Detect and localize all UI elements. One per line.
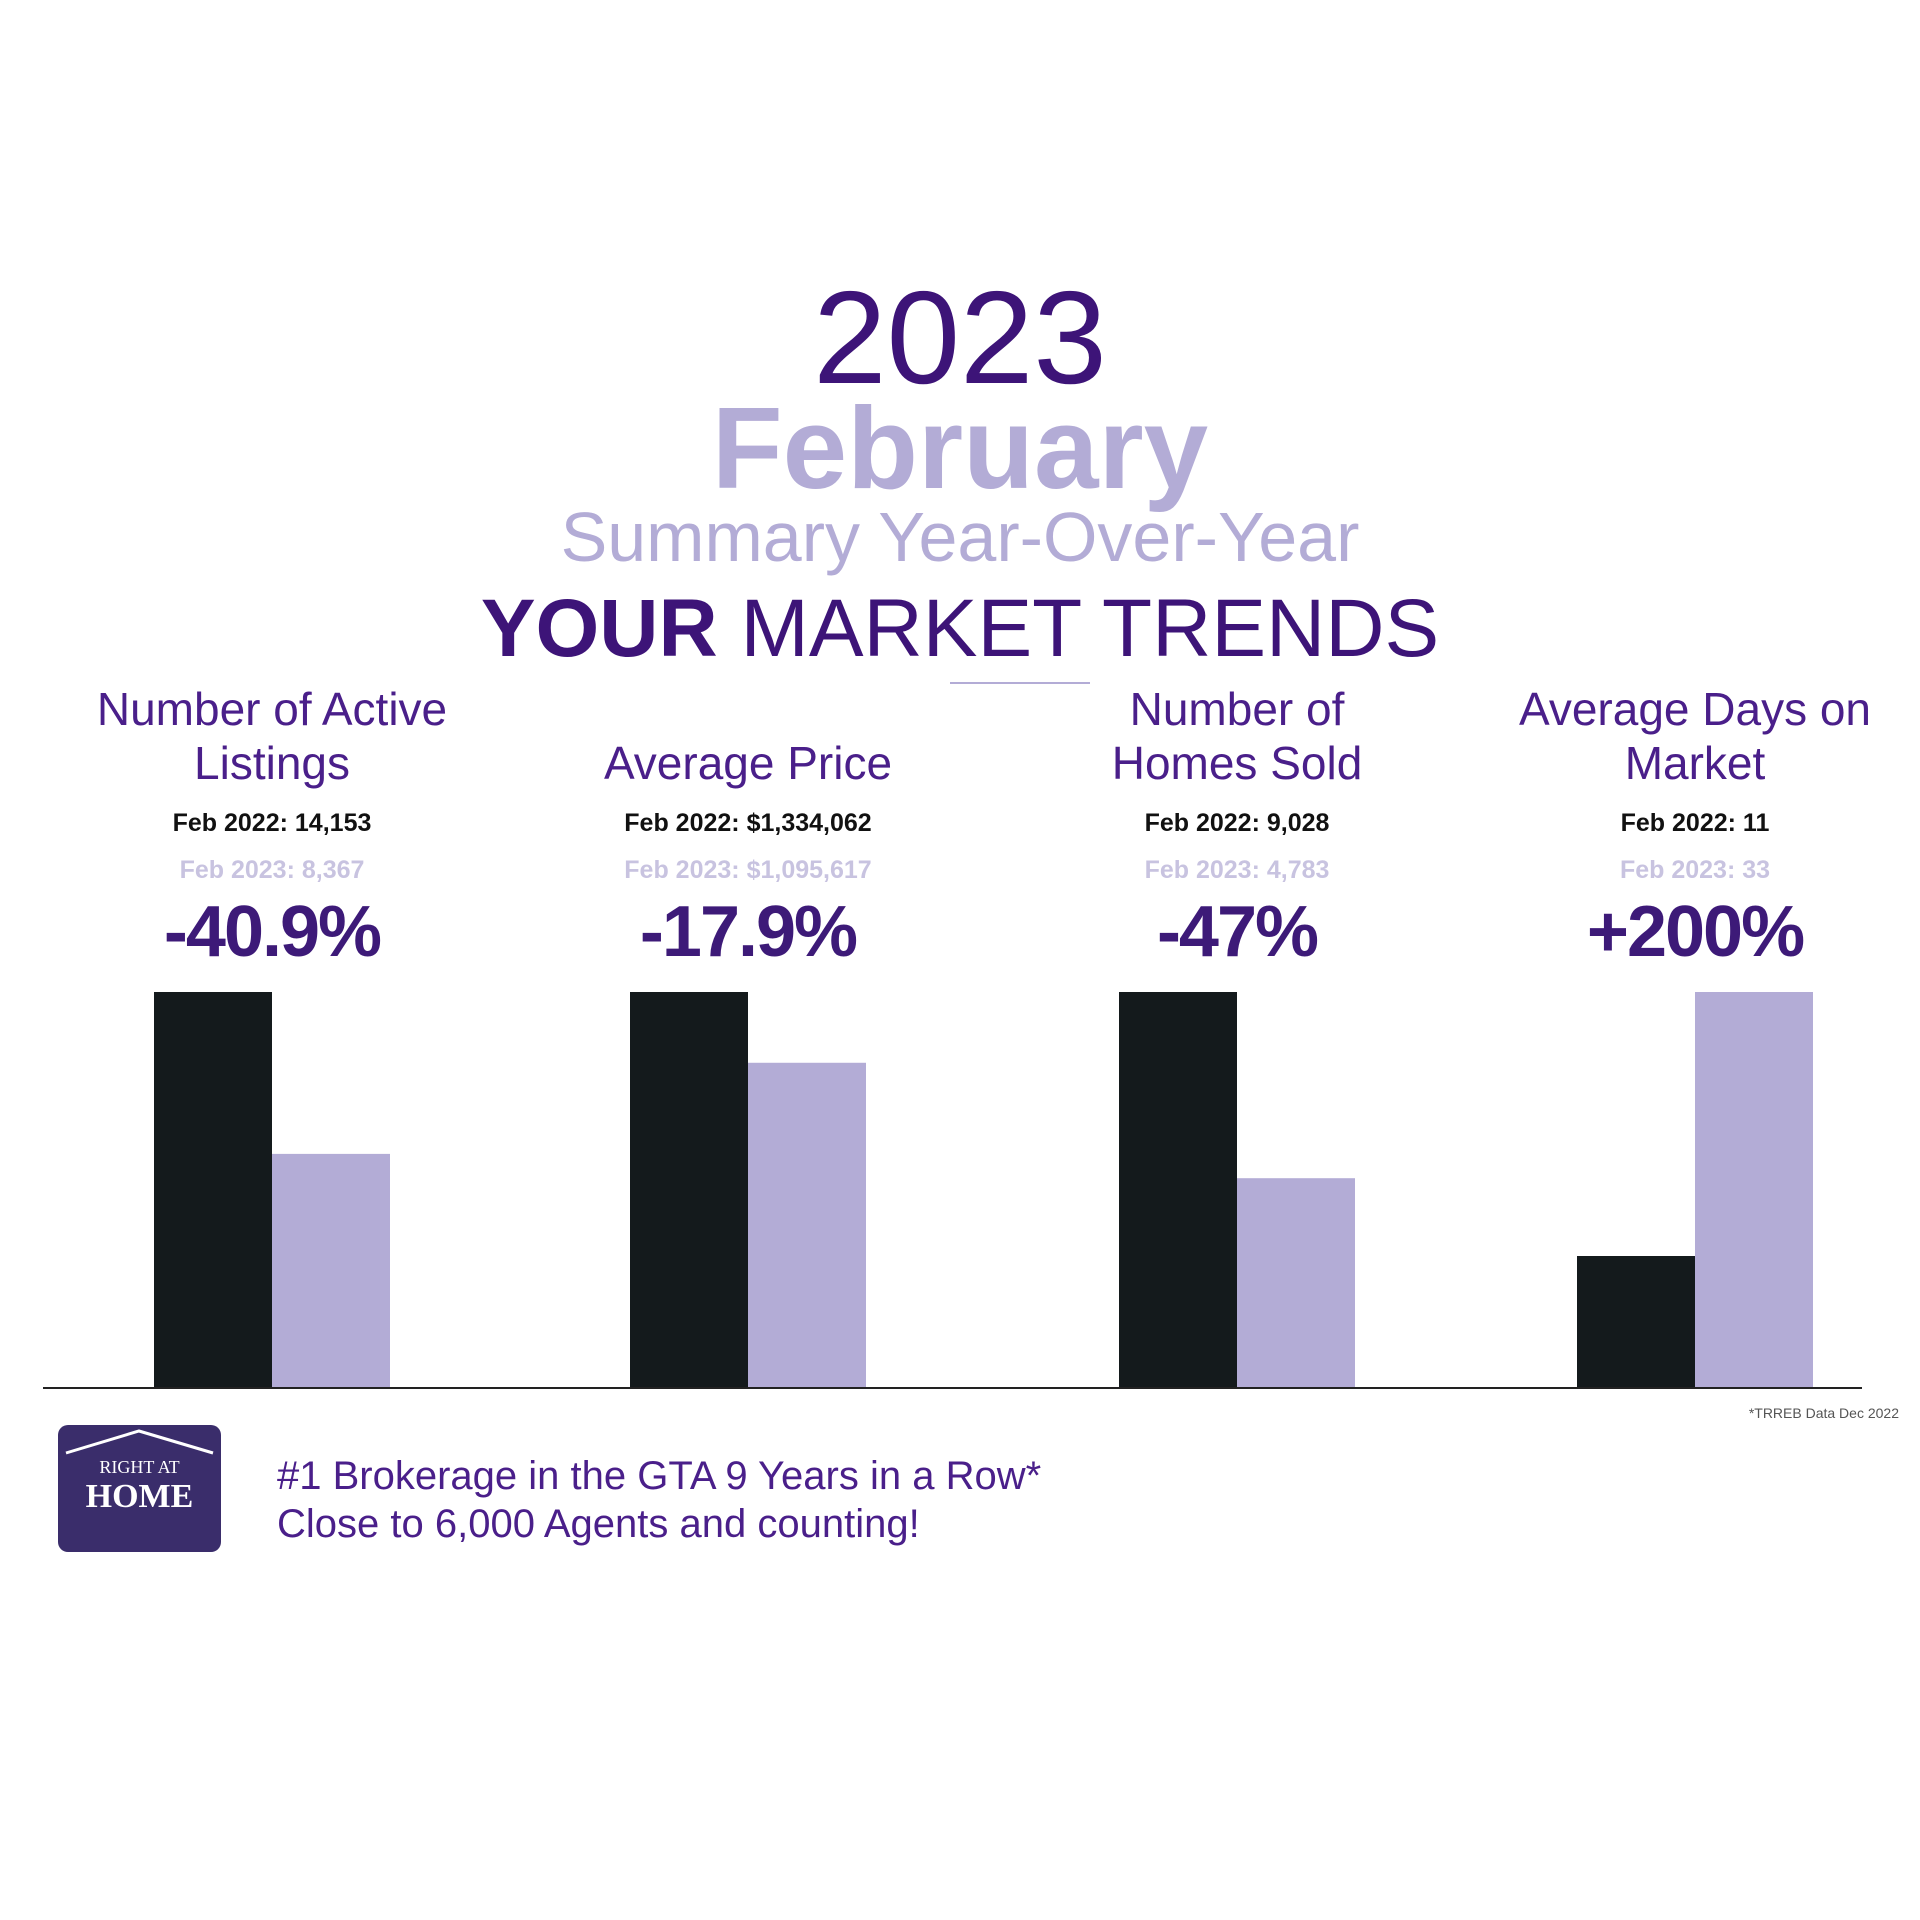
value-row: Feb 2022: 14,153: [173, 800, 372, 847]
roof-line: [65, 1429, 214, 1455]
value-row: Feb 2022: 9,028: [1145, 800, 1330, 847]
panel: Number of Active Listings Feb 2022: 14,15…: [62, 682, 482, 970]
bar: [748, 1062, 866, 1388]
divider: [950, 682, 1090, 684]
category-label: Feb 2023:: [179, 856, 295, 884]
footnote: *TRREB Data Dec 2022: [1748, 1405, 1899, 1421]
change-label: -40.9%: [163, 892, 382, 972]
change-label: -47%: [1156, 892, 1319, 972]
value-label: $1,095,617: [746, 856, 872, 884]
panel-title: Average Days on Market: [1518, 683, 1872, 789]
bar: [1577, 1256, 1695, 1388]
value-label: 33: [1742, 856, 1771, 884]
category-label: Feb 2023:: [1144, 856, 1260, 884]
value-row: Feb 2023: 4,783: [1145, 847, 1330, 894]
category-label: Feb 2022:: [172, 809, 288, 837]
bar: [272, 1153, 390, 1388]
value-label: 14,153: [294, 809, 372, 837]
bar: [1695, 992, 1813, 1388]
month: February: [711, 383, 1209, 513]
bar: [630, 992, 748, 1388]
tagline-line: #1 Brokerage in the GTA 9 Years in a Row…: [277, 1454, 1042, 1498]
category-label: Feb 2023:: [1619, 856, 1736, 884]
value-row: Feb 2022: $1,334,062: [624, 800, 871, 847]
bar: [1119, 992, 1237, 1388]
logo-roof: [65, 1429, 214, 1455]
panel: Average Price Feb 2022: $1,334,062 Feb 202…: [538, 736, 958, 970]
panel: Average Days on Market Feb 2022: 11 Feb 20…: [1485, 682, 1905, 970]
bar: [1237, 1178, 1355, 1388]
year: 2023: [813, 264, 1107, 411]
bar: [154, 992, 272, 1388]
value-label: 9,028: [1266, 809, 1330, 837]
headline-bold: YOUR: [480, 583, 718, 674]
panel-title: Number of Homes Sold: [1111, 683, 1363, 789]
headline: YOUR MARKET TRENDS: [0, 585, 1920, 673]
headline-rest: MARKET TRENDS: [740, 583, 1440, 674]
panel-title: Number of Active Listings: [96, 683, 448, 789]
value-row: Feb 2022: 11: [1621, 800, 1770, 847]
change-label: -17.9%: [639, 892, 858, 972]
logo: RIGHT AT HOME: [58, 1425, 221, 1552]
category-label: Feb 2022:: [624, 809, 740, 837]
category-label: Feb 2023:: [624, 856, 740, 884]
value-row: Feb 2023: 8,367: [180, 847, 365, 894]
value-row: Feb 2023: 33: [1620, 847, 1770, 894]
tagline-line: Close to 6,000 Agents and counting!: [277, 1502, 920, 1546]
change-label: +200%: [1586, 892, 1805, 972]
value-label: 8,367: [301, 856, 365, 884]
panel: Number of Homes Sold Feb 2022: 9,028 Feb 2…: [1027, 682, 1447, 970]
value-row: Feb 2023: $1,095,617: [624, 847, 871, 894]
logo-bottom: HOME: [85, 1478, 194, 1515]
value-label: 4,783: [1266, 856, 1330, 884]
value-label: $1,334,062: [746, 809, 872, 837]
subtitle: Summary Year-Over-Year: [560, 498, 1360, 576]
panel-title: Average Price: [603, 737, 893, 789]
logo-top: RIGHT AT: [99, 1457, 180, 1477]
category-label: Feb 2022:: [1144, 809, 1260, 837]
tagline: #1 Brokerage in the GTA 9 Years in a Row…: [277, 1452, 1041, 1548]
value-label: 11: [1742, 809, 1770, 837]
category-label: Feb 2022:: [1620, 809, 1736, 837]
